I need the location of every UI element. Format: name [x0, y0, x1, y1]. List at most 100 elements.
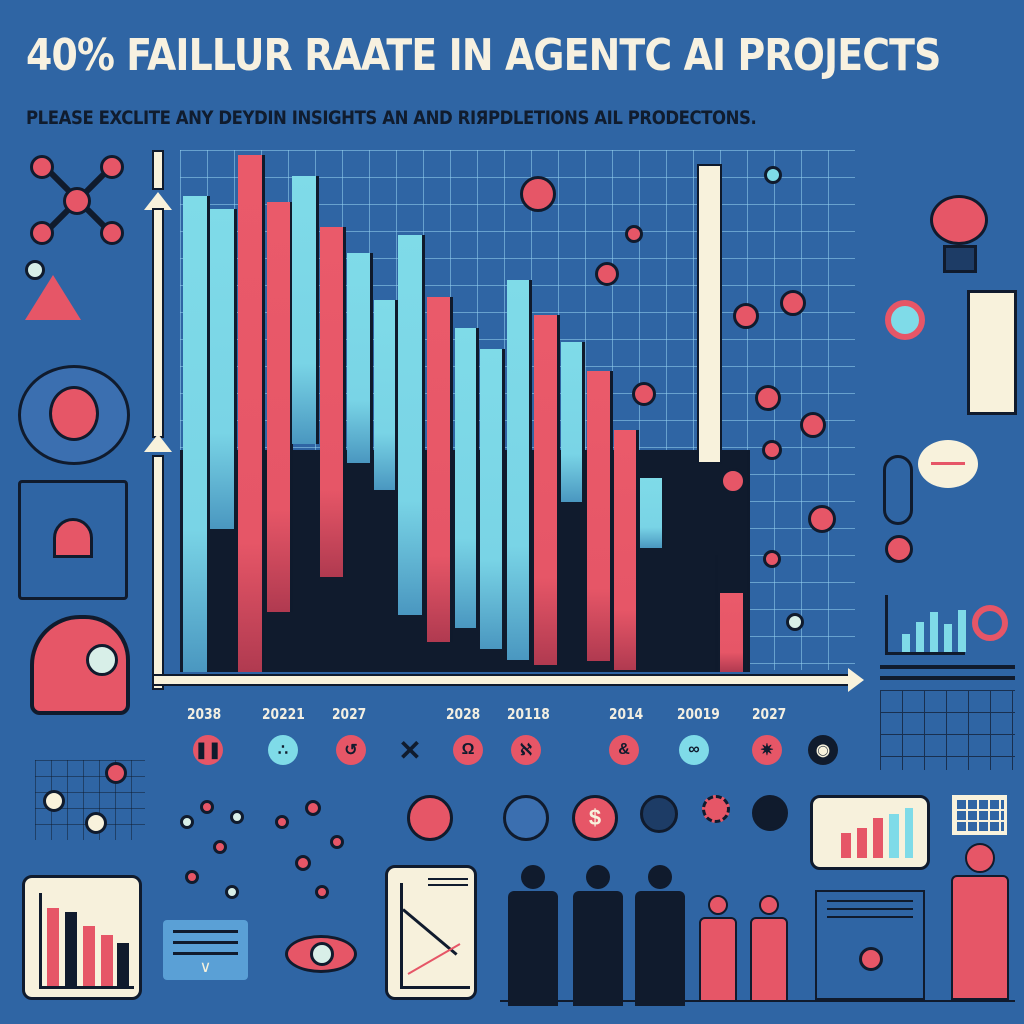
person-icon: [697, 895, 739, 1002]
divider: [880, 665, 1015, 669]
dots-circle-icon: ∴: [268, 735, 298, 765]
page-subtitle: PLEASE EXCLITE ANY DEYDIN INSIGHTS AN AN…: [26, 107, 757, 129]
ribbon-circle-icon: ℵ: [511, 735, 541, 765]
line-chart-icon: [35, 760, 145, 840]
ground-line: [500, 1000, 1015, 1002]
node-icon: [808, 505, 836, 533]
head-profile-icon: [967, 290, 1017, 415]
shopping-cart-icon[interactable]: [952, 795, 1007, 835]
document-folder-icon: ∨: [163, 920, 248, 980]
person-icon: [950, 843, 1010, 1000]
node-icon: [625, 225, 643, 243]
magnifier-icon: [25, 260, 45, 280]
node-icon: [595, 262, 619, 286]
divider: [880, 676, 1015, 680]
gear-circle-icon: ✷: [752, 735, 782, 765]
brain-circle-icon: [18, 365, 130, 465]
chart-bar: [398, 235, 425, 615]
pause-circle-icon: ❚❚: [193, 735, 223, 765]
chart-bar: [210, 209, 237, 529]
chart-bar: [427, 297, 453, 642]
gauge-icon: [752, 795, 788, 831]
x-tick-label: 2027: [752, 705, 787, 723]
chart-bar: [640, 478, 665, 548]
mini-bar-chart-icon: [885, 595, 966, 655]
chart-bar: [320, 227, 346, 577]
node-icon: [755, 385, 781, 411]
x-tick-label: 2027: [332, 705, 367, 723]
chart-bar: [347, 253, 373, 463]
chart-bar: [507, 280, 532, 660]
camera-pin-icon: ◉: [808, 735, 838, 765]
y-axis-arrow-icon: [144, 434, 172, 452]
eye-icon: [285, 935, 357, 973]
bar-chart-card: [810, 795, 930, 870]
chart-bar: [238, 155, 265, 672]
person-icon: [570, 865, 625, 1006]
trend-down-card: [385, 865, 477, 1000]
chart-bar: [720, 593, 746, 672]
gear-icon: [702, 795, 730, 823]
circuit-icon: [18, 480, 128, 600]
x-tick-label: 20019: [677, 705, 720, 723]
highlight-bar: [697, 164, 722, 464]
chart-bar: [614, 430, 639, 670]
x-axis: [152, 674, 852, 686]
gear-icon: [885, 300, 925, 340]
network-node-icon: [30, 155, 125, 245]
y-axis-arrow-icon: [144, 192, 172, 210]
x-tick-label: 2028: [446, 705, 481, 723]
node-icon: [720, 468, 746, 494]
pin-icon: [640, 795, 678, 833]
triangle-icon: [25, 275, 85, 325]
node-icon: [762, 440, 782, 460]
person-icon: [632, 865, 687, 1006]
gear-icon: [972, 605, 1008, 641]
dollar-icon: $: [572, 795, 618, 841]
node-icon: [764, 166, 782, 184]
robot-circle-icon: [385, 795, 475, 845]
chart-bar: [480, 349, 505, 649]
speech-bubble-icon: [918, 440, 978, 488]
network-panel: [815, 890, 925, 1000]
network-dots-icon: [270, 795, 360, 905]
target-icon: [503, 795, 549, 841]
knot-circle-icon: ∞: [679, 735, 709, 765]
hook-circle-icon: ↺: [336, 735, 366, 765]
bar-chart: [144, 150, 864, 695]
lightbulb-icon: [930, 195, 990, 275]
network-dots-icon: [175, 790, 250, 910]
chart-bar: [455, 328, 479, 628]
chart-bar: [374, 300, 398, 490]
y-axis-segment: [152, 208, 164, 438]
chart-bar: [666, 555, 718, 672]
knot-circle-icon: &: [609, 735, 639, 765]
page-title: 40% FAILLUR RAATE IN AGENTC AI PROJECTS: [26, 30, 941, 81]
bar-chart-card: [22, 875, 142, 1000]
node-icon: [632, 382, 656, 406]
chart-bar: [534, 315, 560, 665]
node-icon: [780, 290, 806, 316]
x-tick-label: 20118: [507, 705, 550, 723]
gear-icon: [885, 535, 913, 563]
y-axis-top: [152, 150, 164, 190]
x-mark-icon: ✕: [398, 734, 422, 766]
node-icon: [763, 550, 781, 568]
ai-head-icon: [30, 615, 130, 715]
person-icon: [505, 865, 560, 1006]
person-icon: [748, 895, 790, 1002]
x-tick-label: 20221: [262, 705, 305, 723]
node-icon: [786, 613, 804, 631]
chart-bar: [267, 202, 293, 612]
y-axis-segment: [152, 455, 164, 690]
node-icon: [800, 412, 826, 438]
grid-network-icon: [880, 690, 1015, 770]
chart-bar: [292, 176, 319, 444]
x-axis-arrow-icon: [848, 668, 864, 692]
x-tick-label: 2014: [609, 705, 644, 723]
infinity-icon: [883, 455, 913, 525]
x-tick-label: 2038: [187, 705, 222, 723]
bug-icon: [520, 176, 556, 212]
chart-bar: [561, 342, 585, 502]
chart-bar: [587, 371, 613, 661]
